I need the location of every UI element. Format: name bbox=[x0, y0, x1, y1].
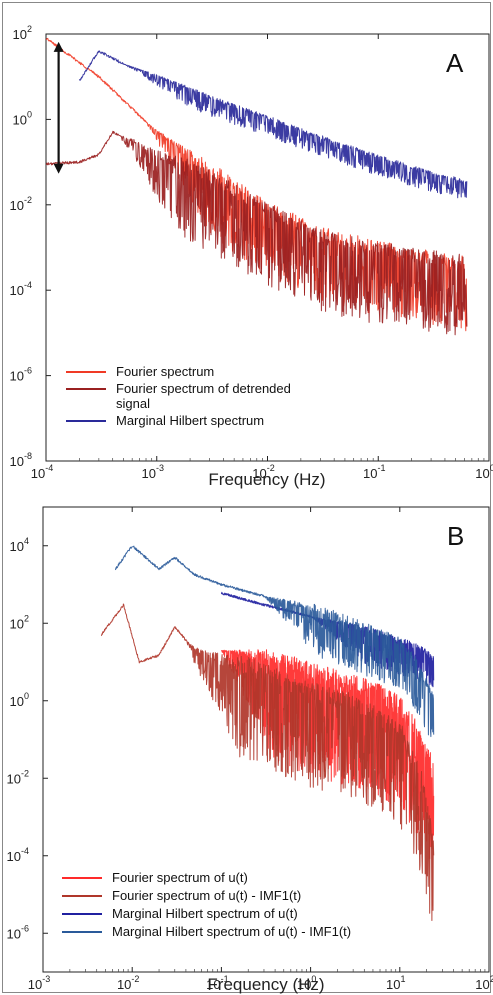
legend-entry: Marginal Hilbert spectrum of u(t) bbox=[112, 906, 298, 921]
panel-label-a: A bbox=[446, 48, 464, 78]
panel-a: 10-4 10-3 10-2 10-1 10010-810-610-410-210010… bbox=[10, 24, 493, 489]
legend-b: Fourier spectrum of u(t) Fourier spectrum… bbox=[62, 870, 351, 939]
series-line-2 bbox=[46, 130, 468, 336]
legend-entry: Fourier spectrum of detrended signal bbox=[116, 381, 291, 411]
series-line-2 bbox=[100, 603, 435, 921]
x-tick-label: 100 bbox=[475, 463, 493, 481]
x-axis-label-a: Frequency (Hz) bbox=[208, 470, 325, 489]
axis-ticks-b: 10-3 10-2 10-1 100 101 10210-610-410-21001021… bbox=[7, 507, 493, 992]
series-group-a bbox=[46, 37, 468, 336]
legend-entry: Fourier spectrum of u(t) bbox=[112, 870, 248, 885]
legend-entry: Fourier spectrum bbox=[116, 364, 214, 379]
series-group-b bbox=[100, 545, 435, 921]
x-axis-label-b: Frequency (Hz) bbox=[207, 975, 324, 994]
x-tick-label: 102 bbox=[475, 974, 493, 992]
panel-b: 10-3 10-2 10-1 100 101 10210-610-410-21001021… bbox=[7, 506, 493, 994]
series-line-3 bbox=[78, 50, 468, 199]
legend-a: Fourier spectrum Fourier spectrum of detr… bbox=[66, 364, 291, 428]
legend-entry: Marginal Hilbert spectrum of u(t) - IMF1… bbox=[112, 924, 351, 939]
series-line-4 bbox=[115, 545, 435, 738]
legend-entry: Marginal Hilbert spectrum bbox=[116, 413, 264, 428]
panel-label-b: B bbox=[447, 521, 464, 551]
legend-entry: Fourier spectrum of u(t) - IMF1(t) bbox=[112, 888, 301, 903]
